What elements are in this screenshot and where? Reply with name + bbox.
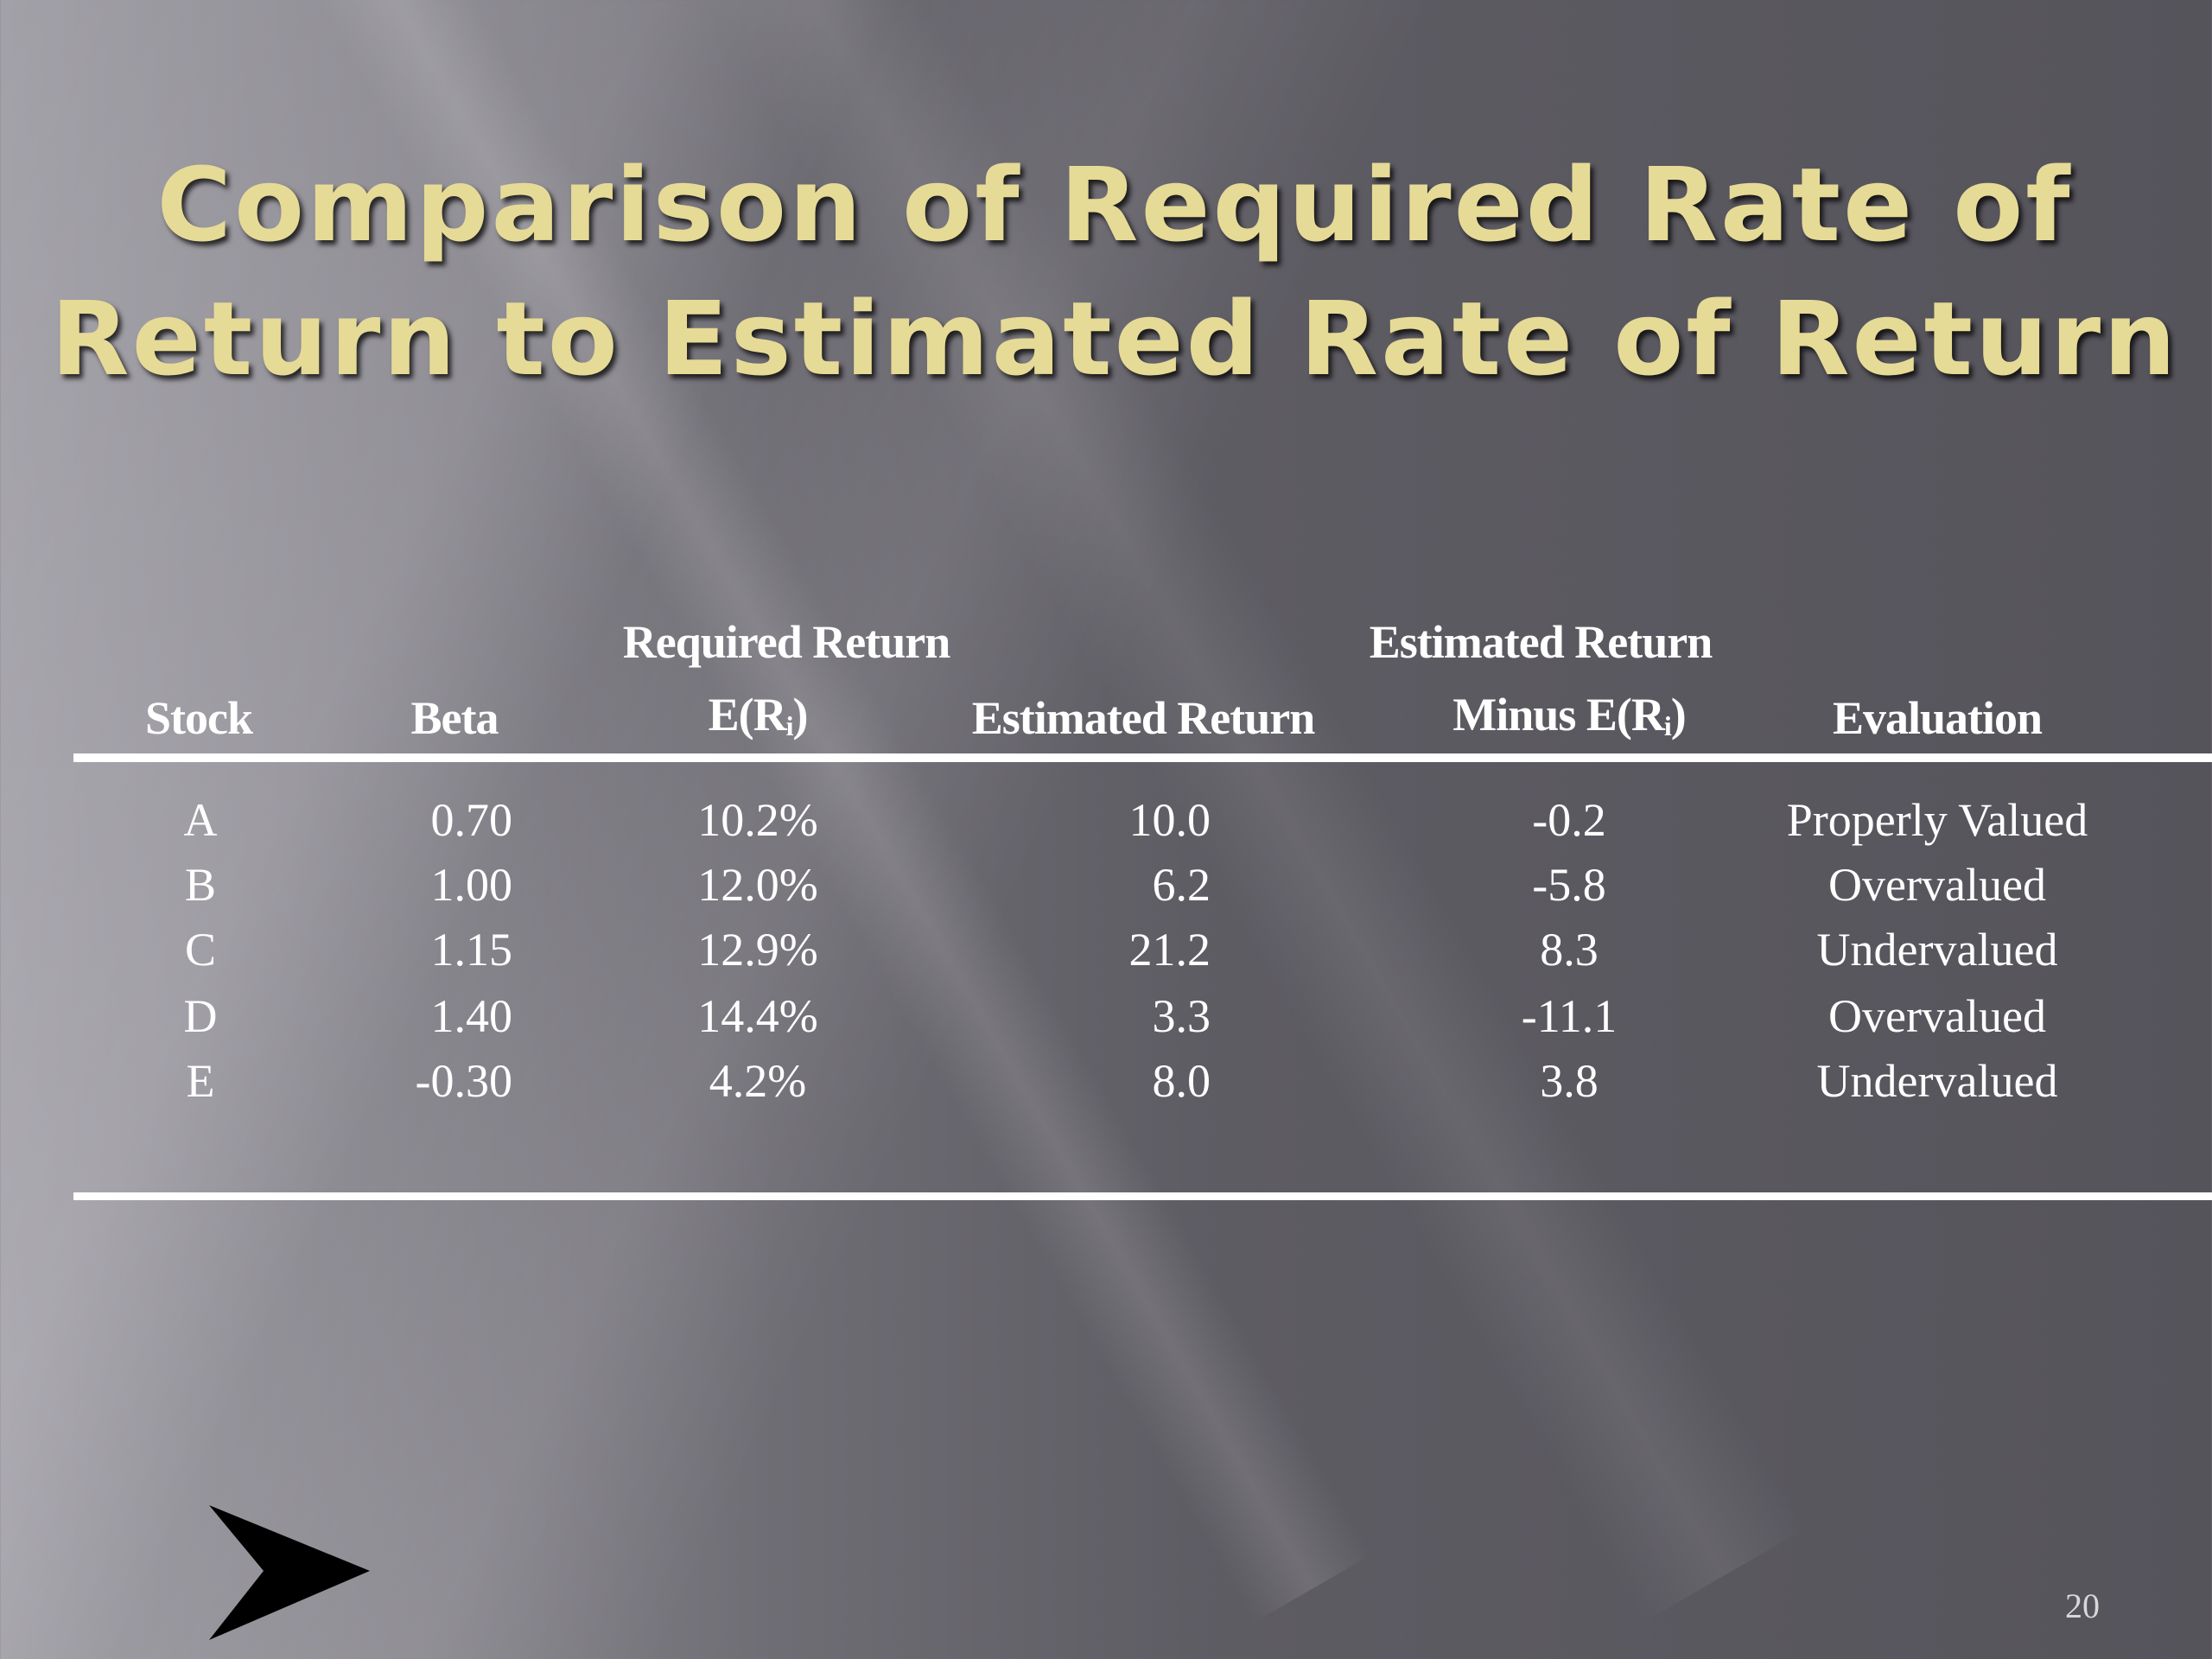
cell-diff: -0.2 xyxy=(1532,794,1606,846)
bottom-rule xyxy=(73,1192,2212,1200)
cell-required: 14.4% xyxy=(697,990,818,1042)
header-text: ) xyxy=(1670,689,1687,741)
header-required-top: Required Return xyxy=(622,616,951,668)
header-required-bottom: E(Ri) xyxy=(708,688,809,742)
cell-estimated: 3.3 xyxy=(1152,990,1211,1042)
header-text: ) xyxy=(792,689,808,741)
cell-evaluation: Properly Valued xyxy=(1786,794,2088,846)
header-diff-bottom: Minus E(Ri) xyxy=(1452,688,1687,742)
cell-estimated: 10.0 xyxy=(1128,794,1211,846)
header-beta: Beta xyxy=(410,692,499,744)
cell-stock: E xyxy=(186,1055,215,1107)
title-line: Return to Estimated Rate of Return xyxy=(50,279,2179,398)
cell-required: 12.0% xyxy=(697,859,818,911)
slide-title: Comparison of Required Rate of Return to… xyxy=(0,138,2212,406)
header-text: E(R xyxy=(708,689,787,741)
cell-required: 12.9% xyxy=(697,924,818,976)
header-text: Minus E(R xyxy=(1452,689,1665,741)
cell-diff: 8.3 xyxy=(1540,924,1599,976)
cell-stock: B xyxy=(184,859,217,911)
header-rule xyxy=(73,753,2212,762)
header-stock: Stock xyxy=(144,692,253,744)
header-evaluation: Evaluation xyxy=(1832,692,2043,744)
cell-beta: 1.40 xyxy=(430,990,513,1042)
cell-beta: -0.30 xyxy=(415,1055,512,1107)
cell-stock: C xyxy=(184,924,217,976)
title-line: Comparison of Required Rate of xyxy=(156,145,2073,264)
cell-estimated: 21.2 xyxy=(1128,924,1211,976)
cell-diff: 3.8 xyxy=(1540,1055,1599,1107)
cell-evaluation: Overvalued xyxy=(1828,990,2046,1042)
cell-estimated: 8.0 xyxy=(1152,1055,1211,1107)
cell-required: 10.2% xyxy=(697,794,818,846)
header-diff-top: Estimated Return xyxy=(1369,616,1713,668)
cell-beta: 1.15 xyxy=(430,924,513,976)
cell-estimated: 6.2 xyxy=(1152,859,1211,911)
header-estimated: Estimated Return xyxy=(971,692,1315,744)
cell-beta: 0.70 xyxy=(430,794,513,846)
cell-required: 4.2% xyxy=(709,1055,807,1107)
cell-evaluation: Overvalued xyxy=(1828,859,2046,911)
subscript: i xyxy=(785,710,794,741)
subscript: i xyxy=(1663,710,1672,741)
cell-evaluation: Undervalued xyxy=(1816,1055,2058,1107)
cell-stock: D xyxy=(183,990,218,1042)
cell-diff: -11.1 xyxy=(1521,990,1618,1042)
cell-evaluation: Undervalued xyxy=(1816,924,2058,976)
cell-diff: -5.8 xyxy=(1532,859,1606,911)
cell-beta: 1.00 xyxy=(430,859,513,911)
page-number: 20 xyxy=(2065,1586,2100,1625)
cell-stock: A xyxy=(183,794,218,846)
arrow-right-icon[interactable] xyxy=(199,1495,389,1650)
